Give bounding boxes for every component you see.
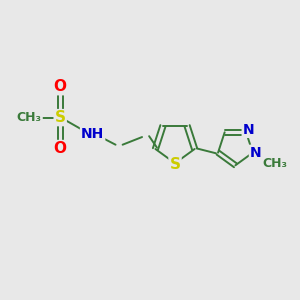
Text: CH₃: CH₃	[262, 157, 287, 170]
Text: O: O	[54, 141, 67, 156]
Text: NH: NH	[81, 127, 104, 141]
Text: S: S	[55, 110, 66, 125]
Text: S: S	[169, 157, 181, 172]
Text: CH₃: CH₃	[17, 111, 42, 124]
Text: O: O	[54, 79, 67, 94]
Text: N: N	[243, 123, 254, 137]
Text: N: N	[250, 146, 262, 160]
